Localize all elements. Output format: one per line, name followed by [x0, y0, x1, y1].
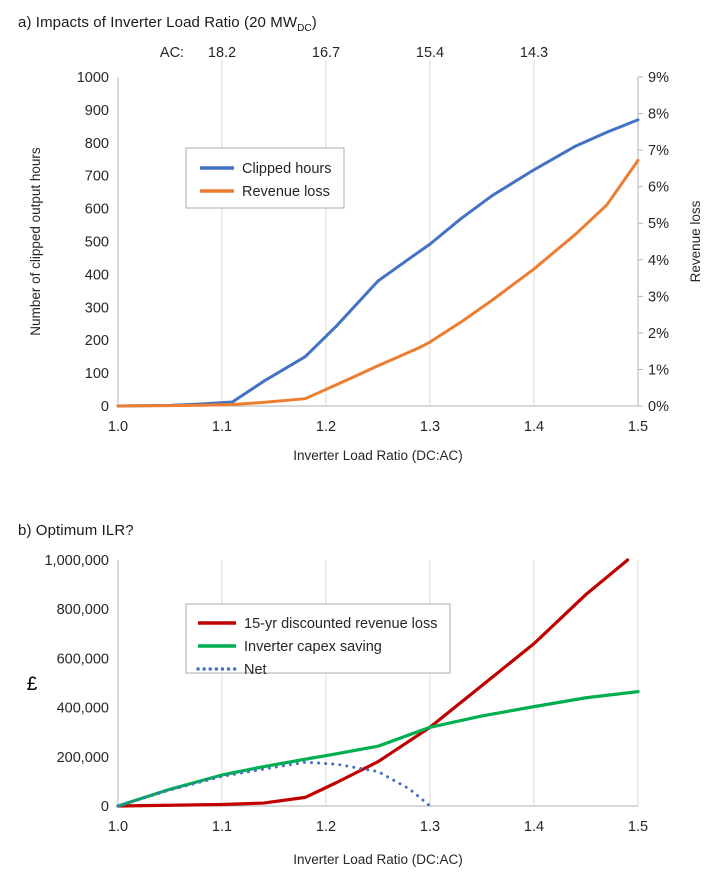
y-axis-tick-5: 1,000,000: [44, 553, 109, 569]
y-axis-right-tick-3: 3%: [648, 289, 669, 305]
chart-a-svg: AC: 18.2 16.7 15.4 14.3 0 100 200 300 400 500 600 70…: [28, 45, 703, 463]
y-axis-left-tick-0: 0: [101, 399, 109, 415]
panel-a-title-subscript: DC: [297, 23, 312, 34]
x-axis-tick-1: 1.1: [212, 419, 232, 435]
legend-label-1: Inverter capex saving: [244, 639, 382, 655]
y-axis-right-tick-2: 2%: [648, 326, 669, 342]
chart-a-impacts-of-inverter-load-ratio: AC: 18.2 16.7 15.4 14.3 0 100 200 300 400 500 600 70…: [0, 44, 724, 474]
ac-tick-label-3: 14.3: [520, 45, 548, 61]
x-axis-tick-5: 1.5: [628, 819, 648, 835]
y-axis-left-tick-9: 900: [85, 103, 109, 119]
panel-a-title-prefix: a) Impacts of Inverter Load Ratio (20 MW: [18, 14, 298, 31]
ac-tick-label-1: 16.7: [312, 45, 340, 61]
series-line-0: [116, 558, 630, 808]
y-axis-left-tick-1: 100: [85, 366, 109, 382]
y-axis-title: £: [27, 674, 38, 695]
chart-b-svg: 0 200,000 400,000 600,000 800,000 1,000,000 1.…: [27, 553, 648, 867]
x-axis-tick-0: 1.0: [108, 819, 128, 835]
y-axis-tick-4: 800,000: [57, 602, 109, 618]
legend-background: [185, 147, 345, 209]
chart-b-optimum-ilr: 0 200,000 400,000 600,000 800,000 1,000,000 1.…: [0, 540, 724, 880]
y-axis-right-tick-0: 0%: [648, 399, 669, 415]
x-axis-title: Inverter Load Ratio (DC:AC): [293, 448, 463, 463]
x-axis-tick-4: 1.4: [524, 819, 544, 835]
ac-axis-label: AC:: [160, 45, 184, 61]
y-axis-tick-2: 400,000: [57, 701, 109, 717]
panel-b-title: b) Optimum ILR?: [18, 522, 134, 539]
series-line-1: [116, 158, 640, 408]
y-axis-left-tick-4: 400: [85, 267, 109, 283]
y-axis-left-tick-7: 700: [85, 169, 109, 185]
y-axis-right-tick-4: 4%: [648, 253, 669, 269]
x-axis-tick-0: 1.0: [108, 419, 128, 435]
legend-label-2: Net: [244, 662, 267, 678]
x-axis-tick-1: 1.1: [212, 819, 232, 835]
y-axis-right-tick-5: 5%: [648, 216, 669, 232]
y-axis-right-title: Revenue loss: [688, 200, 703, 282]
y-axis-left-tick-3: 300: [85, 300, 109, 316]
ac-tick-label-0: 18.2: [208, 45, 236, 61]
y-axis-left-tick-10: 1000: [77, 70, 109, 86]
y-axis-right-tick-8: 8%: [648, 107, 669, 123]
legend-background: [185, 603, 451, 674]
y-axis-left-tick-8: 800: [85, 136, 109, 152]
y-axis-right-tick-7: 7%: [648, 143, 669, 159]
x-axis-tick-5: 1.5: [628, 419, 648, 435]
y-axis-tick-0: 0: [101, 799, 109, 815]
y-axis-right-tick-9: 9%: [648, 70, 669, 86]
x-axis-tick-2: 1.2: [316, 419, 336, 435]
y-axis-right-tick-6: 6%: [648, 180, 669, 196]
series-line-2: [116, 760, 432, 808]
x-axis-tick-2: 1.2: [316, 819, 336, 835]
series-line-0: [116, 118, 640, 408]
panel-a-title-suffix: ): [311, 14, 317, 31]
legend-label-0: 15-yr discounted revenue loss: [244, 616, 437, 632]
x-axis-title: Inverter Load Ratio (DC:AC): [293, 852, 463, 867]
legend-label-0: Clipped hours: [242, 161, 331, 177]
series-line-1: [116, 690, 640, 808]
y-axis-tick-3: 600,000: [57, 651, 109, 667]
y-axis-left-tick-5: 500: [85, 235, 109, 251]
legend-label-1: Revenue loss: [242, 184, 330, 200]
chart-b-legend: 15-yr discounted revenue loss Inverter ca…: [185, 603, 451, 678]
y-axis-left-tick-6: 600: [85, 202, 109, 218]
ac-tick-label-2: 15.4: [416, 45, 444, 61]
x-axis-tick-3: 1.3: [420, 419, 440, 435]
y-axis-left-title: Number of clipped output hours: [28, 147, 43, 336]
y-axis-tick-1: 200,000: [57, 750, 109, 766]
x-axis-tick-3: 1.3: [420, 819, 440, 835]
y-axis-right-tick-1: 1%: [648, 362, 669, 378]
y-axis-left-tick-2: 200: [85, 333, 109, 349]
panel-a-title: a) Impacts of Inverter Load Ratio (20 MW…: [18, 14, 317, 34]
x-axis-tick-4: 1.4: [524, 419, 544, 435]
chart-a-legend: Clipped hours Revenue loss: [185, 147, 345, 209]
